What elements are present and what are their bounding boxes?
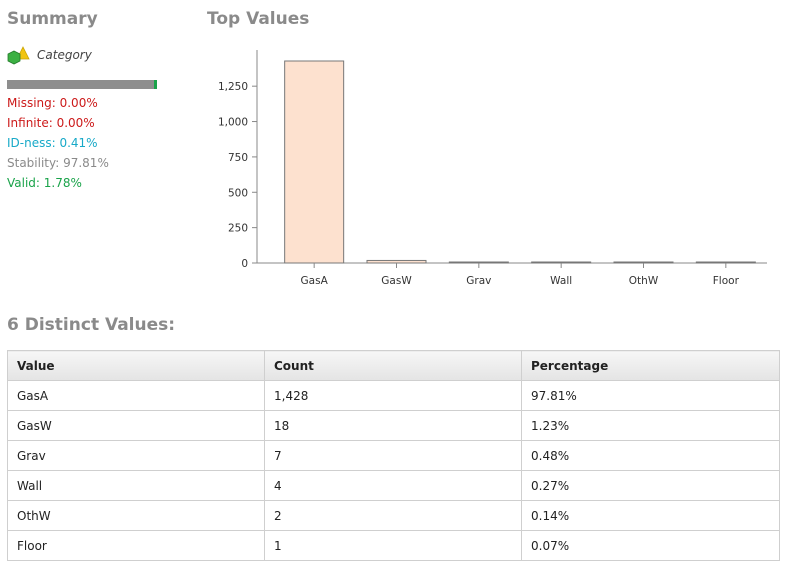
cell-value: Grav: [7, 440, 265, 471]
stat-stability: Stability: 97.81%: [7, 156, 109, 170]
x-tick-label: GasW: [381, 275, 412, 287]
category-icon: [7, 45, 31, 65]
cell-percentage: 0.07%: [521, 530, 780, 561]
y-tick-label: 1,250: [218, 81, 248, 93]
y-tick-label: 750: [228, 152, 248, 164]
table-row: GasA 1,428 97.81%: [7, 380, 780, 411]
x-tick-label: Wall: [550, 275, 572, 287]
cell-percentage: 0.48%: [521, 440, 780, 471]
cell-count: 1,428: [264, 380, 522, 411]
stat-idness: ID-ness: 0.41%: [7, 136, 98, 150]
bar-othw: [613, 261, 674, 264]
cell-count: 2: [264, 500, 522, 531]
attribute-type-label: Category: [37, 48, 92, 62]
quality-bar: [7, 80, 157, 89]
bar-gasa: [284, 60, 345, 264]
table-header-row: Value Count Percentage: [7, 350, 780, 381]
bar-grav: [448, 261, 509, 264]
cell-percentage: 0.27%: [521, 470, 780, 501]
table-row: Wall 4 0.27%: [7, 470, 780, 501]
table-row: Floor 1 0.07%: [7, 530, 780, 561]
cell-count: 7: [264, 440, 522, 471]
column-header-value[interactable]: Value: [7, 350, 265, 381]
y-tick-label: 0: [241, 258, 248, 270]
stat-missing: Missing: 0.00%: [7, 96, 98, 110]
column-header-percentage[interactable]: Percentage: [521, 350, 780, 381]
y-tick-label: 1,000: [218, 117, 248, 129]
stat-valid: Valid: 1.78%: [7, 176, 82, 190]
cell-percentage: 97.81%: [521, 380, 780, 411]
attribute-type: Category: [7, 45, 92, 65]
cell-value: GasW: [7, 410, 265, 441]
cell-percentage: 0.14%: [521, 500, 780, 531]
x-tick-label: Floor: [713, 275, 740, 287]
x-tick-label: Grav: [466, 275, 491, 287]
stat-infinite: Infinite: 0.00%: [7, 116, 95, 130]
cell-count: 18: [264, 410, 522, 441]
cell-percentage: 1.23%: [521, 410, 780, 441]
y-tick-label: 250: [228, 223, 248, 235]
table-row: Grav 7 0.48%: [7, 440, 780, 471]
y-tick-label: 500: [228, 187, 248, 199]
cell-value: Wall: [7, 470, 265, 501]
distinct-values-title: 6 Distinct Values:: [7, 315, 176, 335]
top-values-chart: 0 250 500 750 1,000 1,250 GasA GasW Grav Wall OthW…: [218, 50, 767, 287]
cell-count: 1: [264, 530, 522, 561]
top-values-title: Top Values: [207, 9, 310, 29]
x-tick-label: OthW: [629, 275, 659, 287]
bar-floor: [695, 261, 756, 264]
cell-count: 4: [264, 470, 522, 501]
bar-wall: [531, 261, 592, 264]
summary-stats: Missing: 0.00% Infinite: 0.00% ID-ness: …: [7, 93, 109, 193]
table-row: OthW 2 0.14%: [7, 500, 780, 531]
column-header-count[interactable]: Count: [264, 350, 522, 381]
bar-gasw: [366, 259, 427, 264]
cell-value: Floor: [7, 530, 265, 561]
distinct-values-table: Value Count Percentage GasA 1,428 97.81%…: [7, 350, 780, 561]
table-row: GasW 18 1.23%: [7, 410, 780, 441]
x-tick-label: GasA: [301, 275, 329, 287]
summary-title: Summary: [7, 9, 98, 29]
cell-value: GasA: [7, 380, 265, 411]
quality-bar-valid: [154, 80, 157, 89]
cell-value: OthW: [7, 500, 265, 531]
